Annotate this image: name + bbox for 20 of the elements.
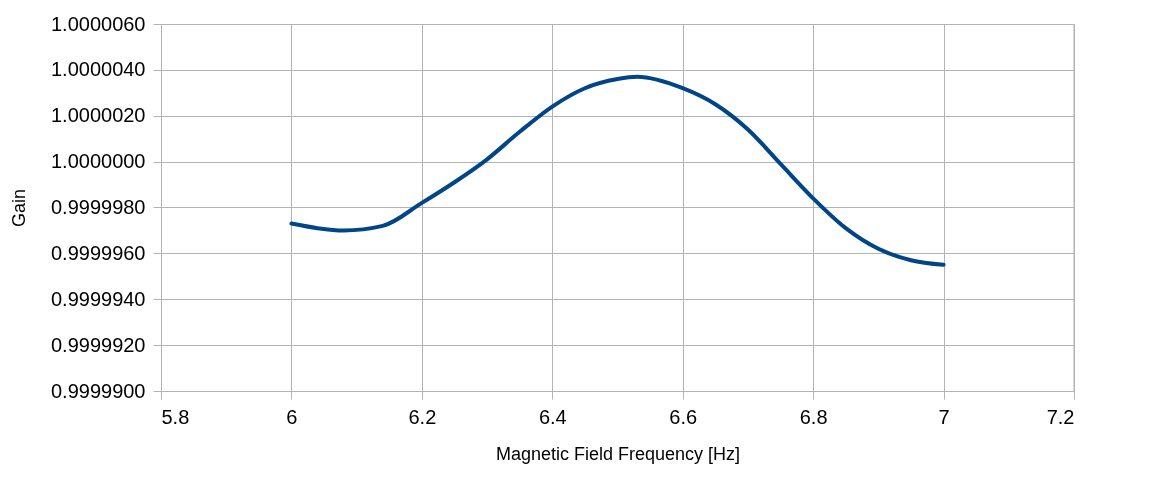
x-tick-label: 6.4: [538, 405, 567, 428]
y-tick-label: 0.9999980: [50, 196, 146, 218]
y-tick-label: 0.9999940: [50, 287, 146, 310]
x-tick-label: 6: [286, 405, 298, 428]
x-axis-title: Magnetic Field Frequency [Hz]: [495, 443, 741, 464]
x-tick-label: 5.8: [161, 405, 190, 428]
y-tick-label: 0.9999900: [50, 379, 146, 402]
y-axis-title: Gain: [8, 188, 29, 228]
x-tick-label: 7.2: [1046, 405, 1075, 428]
x-tick-label: 7: [938, 405, 950, 428]
y-tick-label: 1.0000000: [50, 150, 146, 173]
x-tick-label: 6.2: [408, 405, 437, 428]
x-tick-label: 6.6: [669, 405, 698, 428]
y-tick-label: 1.0000020: [50, 104, 146, 127]
y-tick-label: 1.0000060: [50, 12, 146, 35]
y-tick-label: 0.9999920: [50, 333, 146, 356]
y-tick-label: 0.9999960: [50, 241, 146, 264]
line-series: [289, 74, 946, 267]
y-tick-label: 1.0000040: [50, 58, 146, 81]
x-tick-label: 6.8: [799, 405, 828, 428]
